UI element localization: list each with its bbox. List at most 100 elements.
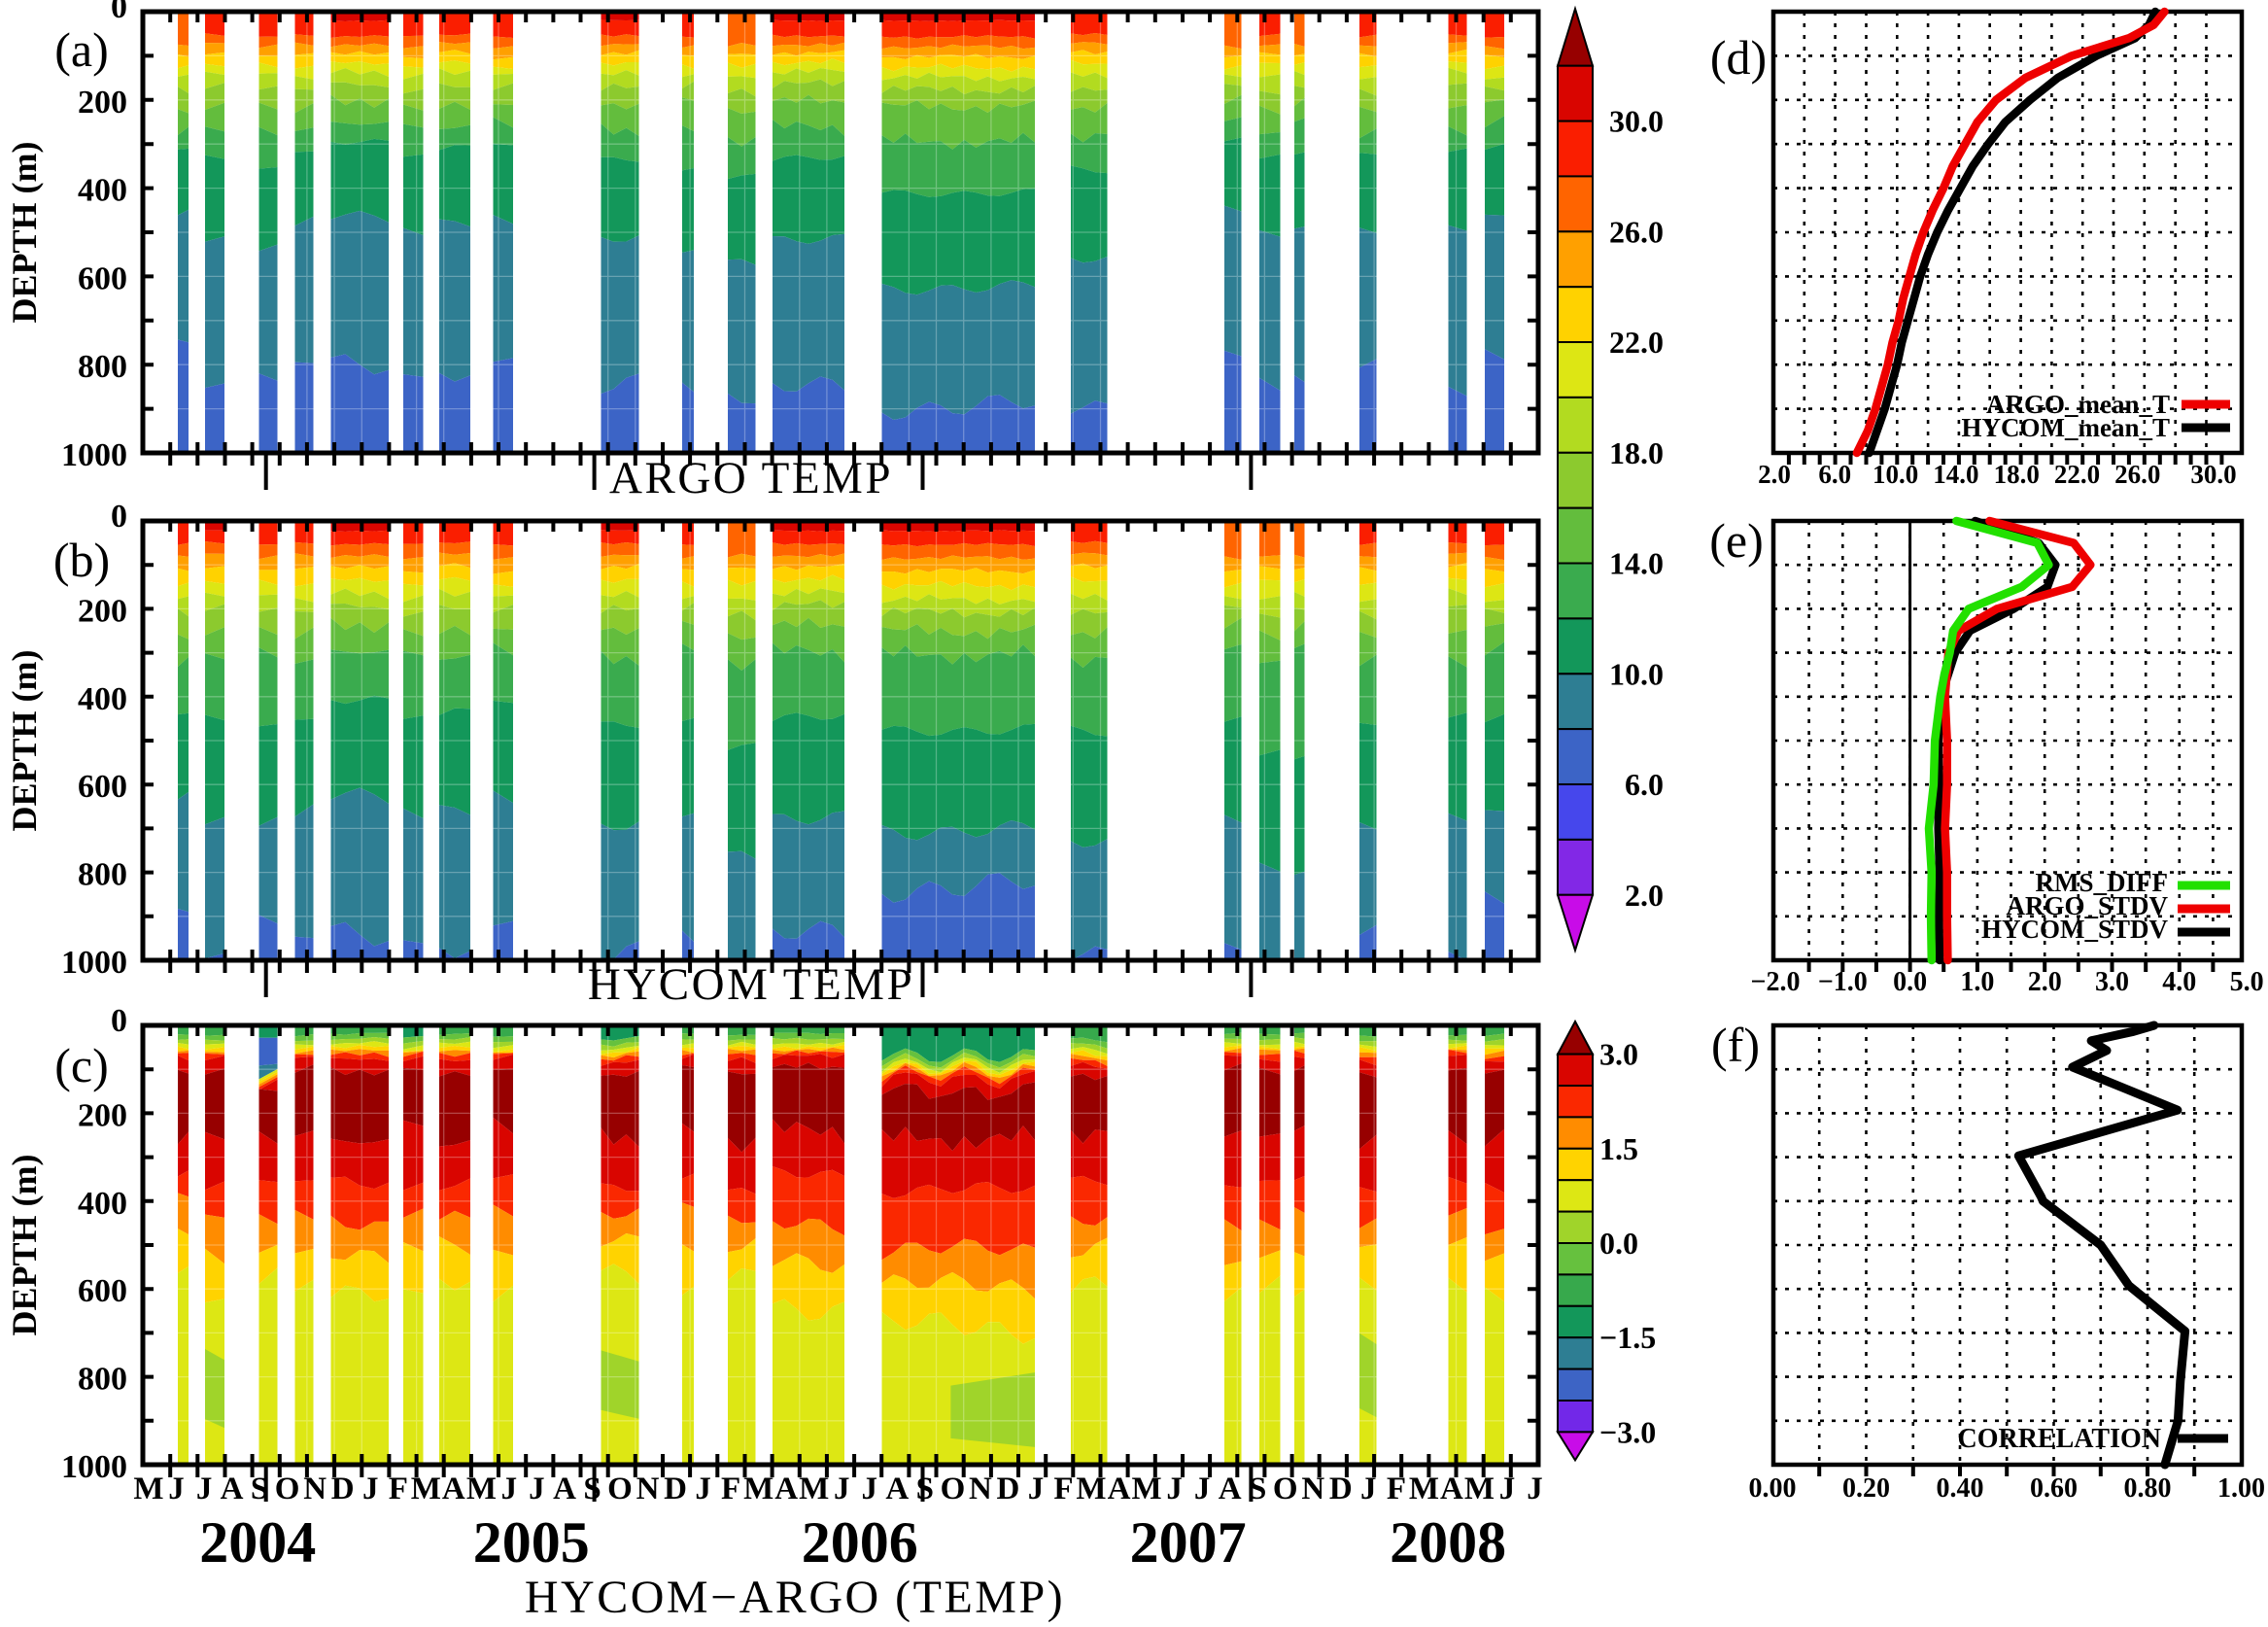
svg-text:−1.5: −1.5	[1599, 1320, 1656, 1355]
svg-text:400: 400	[78, 173, 127, 209]
svg-text:D: D	[1329, 1471, 1353, 1506]
svg-text:2005: 2005	[473, 1510, 590, 1575]
svg-text:N: N	[636, 1471, 660, 1506]
svg-text:A: A	[1219, 1471, 1242, 1506]
svg-text:F: F	[1387, 1471, 1406, 1506]
svg-text:0: 0	[111, 0, 127, 25]
svg-text:18.0: 18.0	[1609, 435, 1664, 470]
svg-text:(b): (b)	[53, 533, 110, 587]
svg-text:J: J	[168, 1471, 185, 1506]
svg-text:1.0: 1.0	[1960, 967, 1994, 997]
svg-text:M: M	[743, 1471, 773, 1506]
svg-text:22.0: 22.0	[1609, 325, 1664, 360]
svg-text:30.0: 30.0	[1609, 104, 1664, 139]
svg-text:CORRELATION: CORRELATION	[1957, 1424, 2161, 1454]
svg-text:2004: 2004	[199, 1510, 316, 1575]
svg-text:DEPTH (m): DEPTH (m)	[5, 650, 44, 832]
svg-text:0: 0	[111, 1003, 127, 1039]
svg-text:26.0: 26.0	[1609, 214, 1664, 249]
svg-text:J: J	[362, 1471, 379, 1506]
svg-text:200: 200	[78, 593, 127, 629]
svg-text:0: 0	[111, 499, 127, 535]
svg-text:J: J	[1360, 1471, 1377, 1506]
svg-text:A: A	[553, 1471, 576, 1506]
svg-text:J: J	[1194, 1471, 1211, 1506]
svg-text:HYCOM−ARGO (TEMP): HYCOM−ARGO (TEMP)	[525, 1572, 1065, 1622]
svg-text:22.0: 22.0	[2054, 460, 2100, 489]
svg-text:M: M	[133, 1471, 163, 1506]
svg-text:J: J	[501, 1471, 518, 1506]
svg-text:1.5: 1.5	[1599, 1131, 1638, 1166]
svg-text:M: M	[1132, 1471, 1162, 1506]
svg-text:0.40: 0.40	[1937, 1473, 1984, 1504]
svg-text:RMS_DIFF: RMS_DIFF	[2036, 868, 2169, 897]
svg-text:2.0: 2.0	[1625, 878, 1664, 913]
svg-text:6.0: 6.0	[1625, 767, 1664, 802]
svg-text:A: A	[885, 1471, 909, 1506]
svg-text:S: S	[583, 1471, 601, 1506]
svg-text:S: S	[251, 1471, 268, 1506]
svg-text:N: N	[1301, 1471, 1324, 1506]
svg-text:J: J	[1028, 1471, 1045, 1506]
svg-text:O: O	[1273, 1471, 1298, 1506]
svg-text:10.0: 10.0	[1609, 656, 1664, 691]
svg-text:O: O	[941, 1471, 966, 1506]
svg-text:DEPTH (m): DEPTH (m)	[5, 142, 44, 324]
svg-text:M: M	[411, 1471, 441, 1506]
svg-text:J: J	[834, 1471, 850, 1506]
svg-text:2008: 2008	[1390, 1510, 1506, 1575]
svg-text:200: 200	[78, 85, 127, 121]
svg-text:HYCOM_mean_T: HYCOM_mean_T	[1962, 413, 2170, 442]
svg-text:D: D	[996, 1471, 1019, 1506]
svg-text:A: A	[1108, 1471, 1131, 1506]
svg-text:30.0: 30.0	[2190, 460, 2236, 489]
svg-text:5.0: 5.0	[2230, 967, 2264, 997]
svg-text:18.0: 18.0	[1994, 460, 2040, 489]
svg-text:4.0: 4.0	[2162, 967, 2196, 997]
svg-text:(e): (e)	[1709, 513, 1764, 568]
svg-text:ARGO_mean_T: ARGO_mean_T	[1986, 390, 2170, 419]
svg-text:J: J	[1499, 1471, 1516, 1506]
svg-text:J: J	[1166, 1471, 1183, 1506]
svg-text:1000: 1000	[61, 437, 127, 473]
svg-text:(d): (d)	[1710, 30, 1767, 85]
svg-text:S: S	[1249, 1471, 1266, 1506]
svg-text:6.0: 6.0	[1818, 460, 1851, 489]
svg-text:M: M	[799, 1471, 829, 1506]
svg-text:1000: 1000	[61, 1449, 127, 1485]
svg-text:14.0: 14.0	[1933, 460, 1978, 489]
svg-text:M: M	[1409, 1471, 1439, 1506]
svg-text:600: 600	[78, 260, 127, 296]
svg-text:(f): (f)	[1711, 1018, 1760, 1072]
svg-text:0.80: 0.80	[2124, 1473, 2172, 1504]
svg-text:M: M	[466, 1471, 497, 1506]
svg-text:1.00: 1.00	[2217, 1473, 2265, 1504]
svg-text:ARGO_STDV: ARGO_STDV	[2006, 891, 2168, 920]
svg-text:F: F	[721, 1471, 740, 1506]
svg-text:−2.0: −2.0	[1751, 967, 1801, 997]
svg-text:800: 800	[78, 349, 127, 385]
svg-text:HYCOM TEMP: HYCOM TEMP	[588, 959, 914, 1010]
svg-text:O: O	[275, 1471, 300, 1506]
svg-text:A: A	[221, 1471, 244, 1506]
svg-text:26.0: 26.0	[2114, 460, 2160, 489]
svg-text:1000: 1000	[61, 945, 127, 981]
svg-text:400: 400	[78, 681, 127, 717]
svg-text:2.0: 2.0	[2028, 967, 2062, 997]
svg-text:M: M	[1464, 1471, 1495, 1506]
svg-text:600: 600	[78, 1273, 127, 1309]
svg-text:2007: 2007	[1130, 1510, 1247, 1575]
svg-text:J: J	[196, 1471, 213, 1506]
svg-text:D: D	[331, 1471, 355, 1506]
svg-text:3.0: 3.0	[2095, 967, 2129, 997]
svg-text:A: A	[1440, 1471, 1463, 1506]
svg-text:0.00: 0.00	[1749, 1473, 1797, 1504]
svg-text:N: N	[969, 1471, 992, 1506]
svg-text:0.0: 0.0	[1599, 1226, 1638, 1261]
svg-text:−1.0: −1.0	[1818, 967, 1868, 997]
svg-text:2.0: 2.0	[1758, 460, 1791, 489]
svg-text:J: J	[529, 1471, 545, 1506]
svg-text:J: J	[695, 1471, 711, 1506]
svg-text:(a): (a)	[54, 22, 109, 77]
svg-text:M: M	[1076, 1471, 1106, 1506]
